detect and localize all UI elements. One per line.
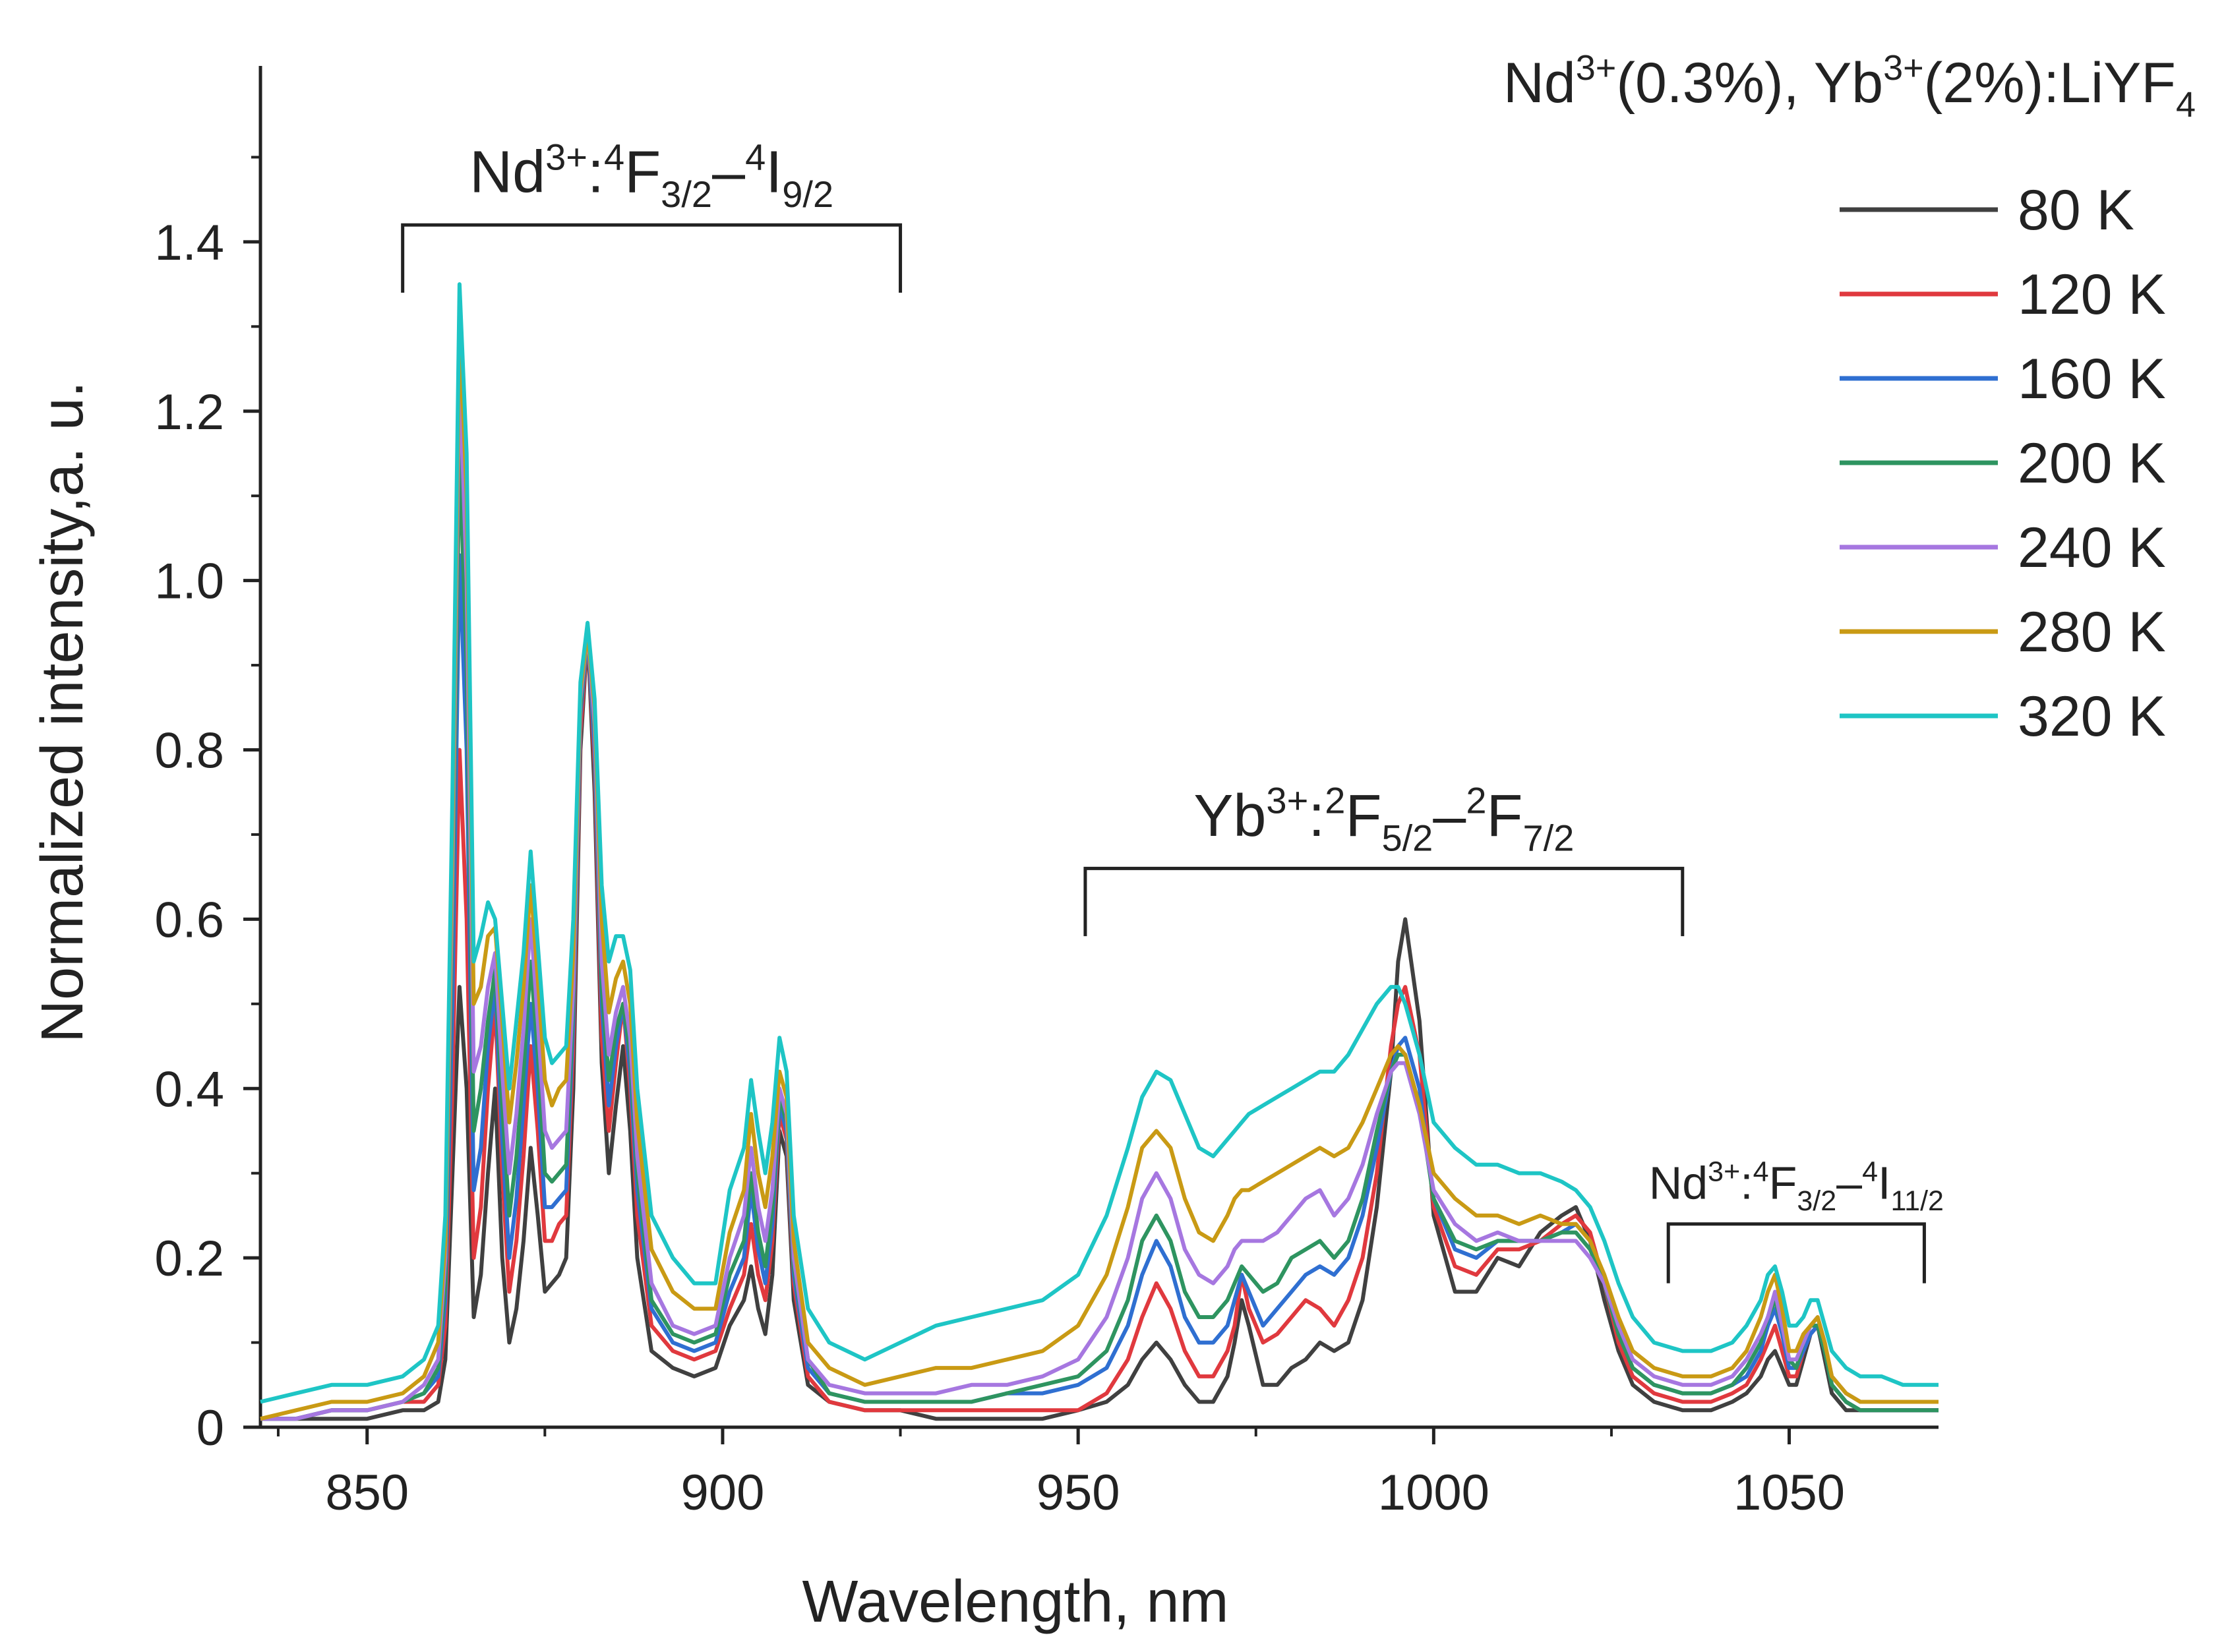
annotation-label: Nd3+:4F3/2–4I9/2 — [469, 136, 833, 215]
annotation-label-part: 4 — [1862, 1156, 1878, 1188]
series-line-320k — [260, 282, 1939, 1404]
series-line-200k — [260, 452, 1939, 1421]
annotation-label-part: 3+ — [545, 136, 587, 177]
annotation-label-part: 4 — [1753, 1156, 1769, 1188]
y-tick-label: 0 — [196, 1400, 224, 1456]
axis-ticks: 850 900 950 1000 1050 0 0.2 0.4 0.6 0.8 1.0 1.2 1.4 — [154, 156, 1845, 1521]
annotation-label-part: 3+ — [1708, 1156, 1740, 1188]
y-tick-label: 0.2 — [154, 1231, 224, 1287]
annotation-label-part: 3+ — [1266, 780, 1308, 821]
annotation-label-part: 7/2 — [1523, 817, 1575, 858]
legend-label: 320 K — [2018, 685, 2166, 748]
legend-label: 200 K — [2018, 432, 2166, 495]
annotation-label-part: 4 — [745, 136, 766, 177]
legend-label: 280 K — [2018, 601, 2166, 664]
annotation-label-part: – — [1836, 1157, 1862, 1208]
legend-label: 240 K — [2018, 516, 2166, 579]
annotation-label-part: F — [624, 140, 661, 206]
title-part-b: (0.3%), Yb — [1616, 51, 1883, 115]
band-annotations: Nd3+:4F3/2–4I9/2Yb3+:2F5/2–2F7/2Nd3+:4F3… — [401, 136, 1944, 1283]
annotation-label-part: – — [712, 140, 746, 206]
x-tick-label: 1050 — [1733, 1465, 1845, 1521]
annotation-label-part: 5/2 — [1381, 817, 1433, 858]
annotation-label-part: 11/2 — [1890, 1185, 1944, 1217]
chart-title: Nd3+(0.3%), Yb3+(2%):LiYF4 — [1503, 48, 2196, 125]
annotation-label-part: 3/2 — [1797, 1185, 1836, 1217]
annotation-label-part: Yb — [1193, 783, 1266, 849]
x-tick-label: 850 — [325, 1465, 409, 1521]
y-tick-label: 0.8 — [154, 723, 224, 779]
annotation-label-part: F — [1769, 1157, 1797, 1208]
title-part-c: (2%):LiYF — [1924, 51, 2176, 115]
y-tick-label: 0.4 — [154, 1061, 224, 1117]
annotation-label-part: I — [766, 140, 782, 206]
series-lines — [260, 282, 1939, 1421]
x-tick-label: 900 — [681, 1465, 765, 1521]
y-tick-label: 1.2 — [154, 384, 224, 440]
y-axis-label: Normalized intensity,a. u. — [30, 381, 96, 1043]
legend-label: 120 K — [2018, 263, 2166, 326]
annotation-label: Nd3+:4F3/2–4I11/2 — [1649, 1156, 1944, 1217]
annotation-label-part: Nd — [1649, 1157, 1708, 1208]
y-tick-label: 0.6 — [154, 892, 224, 948]
x-axis-label: Wavelength, nm — [802, 1569, 1229, 1635]
series-line-120k — [260, 629, 1939, 1421]
title-part-c-sub: 4 — [2176, 85, 2196, 125]
x-tick-label: 1000 — [1378, 1465, 1489, 1521]
title-part-a: Nd — [1503, 51, 1576, 115]
title-part-b-sup: 3+ — [1883, 48, 1924, 88]
annotation-label-part: : — [1308, 783, 1325, 849]
annotation-label-part: 2 — [1325, 780, 1345, 821]
annotation-label-part: F — [1345, 783, 1381, 849]
y-tick-label: 1.4 — [154, 215, 224, 271]
series-line-80k — [260, 629, 1939, 1421]
annotation-label-part: 9/2 — [782, 173, 833, 215]
annotation-bracket — [401, 223, 903, 293]
legend-label: 160 K — [2018, 347, 2166, 411]
annotation-label-part: 4 — [604, 136, 624, 177]
annotation-label-part: F — [1487, 783, 1523, 849]
annotation-label-part: 2 — [1466, 780, 1486, 821]
annotation-label: Yb3+:2F5/2–2F7/2 — [1193, 780, 1574, 859]
legend-label: 80 K — [2018, 179, 2134, 242]
x-tick-label: 950 — [1037, 1465, 1120, 1521]
annotation-label-part: : — [1740, 1157, 1753, 1208]
series-line-240k — [260, 367, 1939, 1421]
series-line-280k — [260, 324, 1939, 1421]
annotation-label-part: 3/2 — [661, 173, 712, 215]
legend: 80 K 120 K 160 K 200 K 240 K 280 K 320 K — [1840, 179, 2166, 748]
annotation-label-part: I — [1878, 1157, 1890, 1208]
annotation-bracket — [1083, 866, 1685, 937]
plot-frame — [258, 66, 1939, 1429]
annotation-label-part: : — [587, 140, 604, 206]
annotation-bracket — [1666, 1222, 1926, 1283]
annotation-label-part: Nd — [469, 140, 545, 206]
y-tick-label: 1.0 — [154, 554, 224, 610]
annotation-label-part: – — [1433, 783, 1466, 849]
title-part-a-sup: 3+ — [1576, 48, 1617, 88]
